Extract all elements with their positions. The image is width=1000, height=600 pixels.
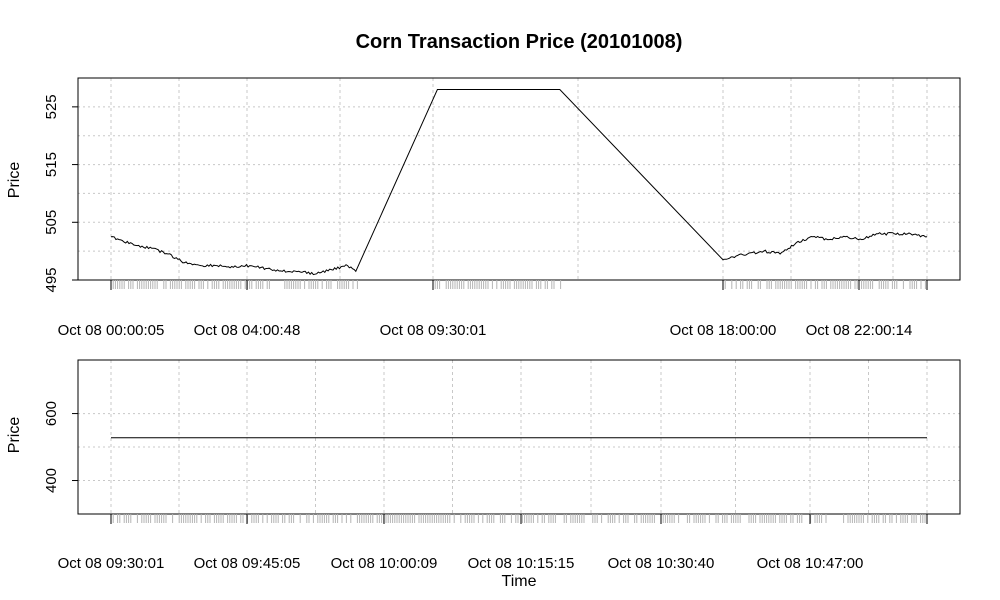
plot-frame [77,77,961,281]
x-tick-label: Oct 08 04:00:48 [194,322,301,339]
x-tick-label: Oct 08 10:47:00 [757,555,864,572]
price-series-line [110,89,928,276]
plot-frame [77,359,961,515]
chart-title: Corn Transaction Price (20101008) [356,31,683,53]
x-tick-label: Oct 08 10:30:40 [608,555,715,572]
y-tick-label: 400 [43,468,60,493]
x-tick-label: Oct 08 10:00:09 [331,555,438,572]
x-tick-label: Oct 08 09:30:01 [380,322,487,339]
x-tick-label: Oct 08 18:00:00 [670,322,777,339]
top-panel: Price 495 505 515 525 Oct 08 00:00:05 Oct 08 … [6,77,961,339]
bottom-y-axis-label: Price [6,417,23,454]
y-tick-label: 495 [43,267,60,292]
x-tick-label: Oct 08 10:15:15 [468,555,575,572]
y-tick-label: 505 [43,210,60,235]
y-tick-label: 600 [43,401,60,426]
x-tick-label: Oct 08 00:00:05 [58,322,165,339]
y-tick-label: 515 [43,152,60,177]
y-tick-label: 525 [43,94,60,119]
bottom-panel: Price Time 400 600 Oct 08 09:30:01 Oct 08 0… [6,359,961,590]
x-tick-label: Oct 08 22:00:14 [806,322,913,339]
x-tick-label: Oct 08 09:30:01 [58,555,165,572]
x-tick-label: Oct 08 09:45:05 [194,555,301,572]
top-y-axis-label: Price [6,162,23,199]
bottom-x-axis-label: Time [502,573,537,590]
